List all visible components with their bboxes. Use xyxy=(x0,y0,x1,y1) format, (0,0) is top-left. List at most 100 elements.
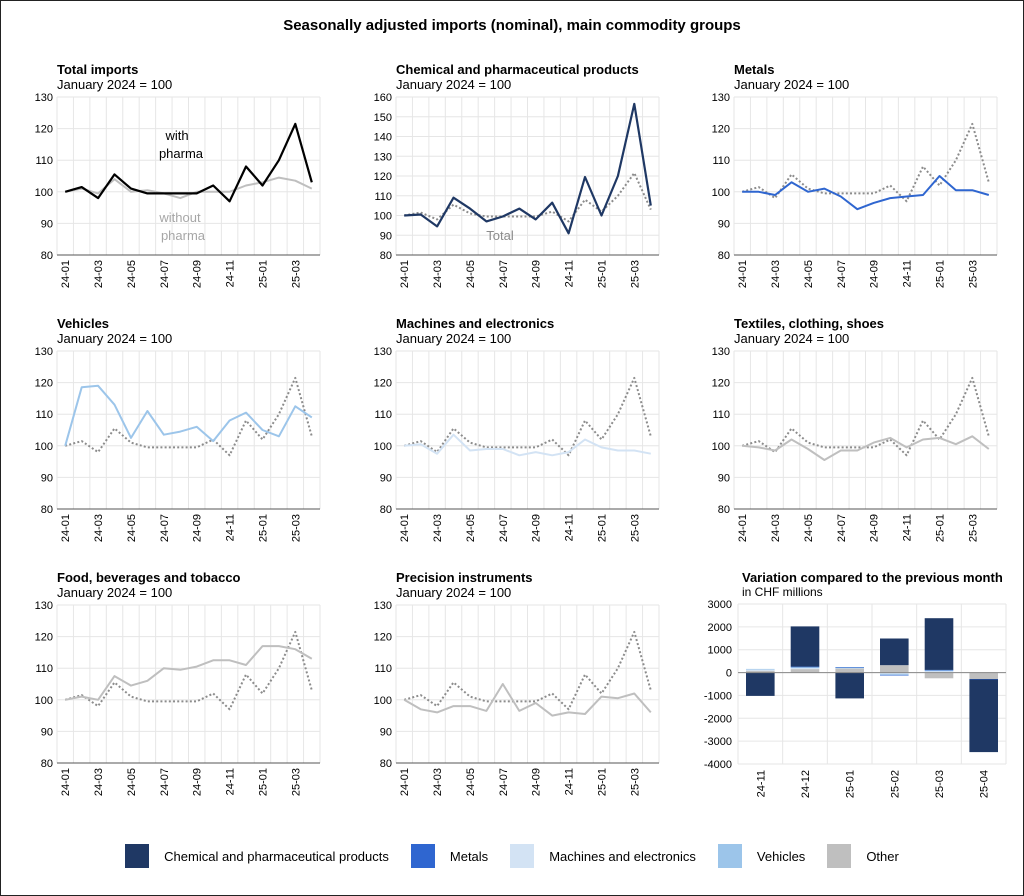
x-tick-label: 25-04 xyxy=(979,770,991,798)
x-tick-label: 24-05 xyxy=(465,514,477,542)
bar-segment-chemical-and-pharmaceutical-products xyxy=(969,679,998,753)
legend-label-machines: Machines and electronics xyxy=(549,848,696,864)
x-tick-label: 24-03 xyxy=(93,514,105,542)
bar-segment-chemical-and-pharmaceutical-products xyxy=(746,673,775,696)
bar-segment-vehicles xyxy=(746,668,775,670)
y-tick-label: 130 xyxy=(35,92,53,104)
x-tick-label: 24-03 xyxy=(432,514,444,542)
bar-segment-metals xyxy=(790,666,820,668)
legend-item-other: Other xyxy=(827,844,899,868)
y-tick-label: 120 xyxy=(374,632,392,644)
series-line-total xyxy=(64,630,313,711)
x-tick-label: 24-11 xyxy=(755,770,767,797)
y-tick-label: -4000 xyxy=(704,759,732,771)
x-tick-label: 25-01 xyxy=(257,514,269,542)
x-tick-label: 25-01 xyxy=(934,514,946,542)
bar-segment-chemical-and-pharmaceutical-products xyxy=(835,672,864,699)
y-tick-label: 80 xyxy=(718,250,730,262)
series-line-total xyxy=(403,630,652,711)
x-tick-label: 24-11 xyxy=(225,260,237,287)
bar-segment-machines-and-electronics xyxy=(835,668,864,669)
x-tick-label: 24-07 xyxy=(159,768,171,796)
bar-segment-vehicles xyxy=(924,670,954,672)
bar-segment-chemical-and-pharmaceutical-products xyxy=(924,618,954,670)
x-tick-label: 25-01 xyxy=(257,768,269,796)
series-line-total xyxy=(64,376,313,457)
series-line-vehicles xyxy=(64,384,313,447)
panel-subtitle-vehicles: January 2024 = 100 xyxy=(57,331,173,346)
y-tick-label: 90 xyxy=(41,726,53,738)
panel-subtitle-food: January 2024 = 100 xyxy=(57,585,173,600)
x-tick-label: 25-03 xyxy=(290,768,302,796)
y-tick-label: 130 xyxy=(712,92,730,104)
x-tick-label: 24-09 xyxy=(531,260,543,288)
x-tick-label: 24-11 xyxy=(902,260,914,287)
annotation-with-pharma-2: pharma xyxy=(159,146,204,161)
y-tick-label: 80 xyxy=(41,758,53,770)
panel-title-vehicles: Vehicles xyxy=(57,316,110,331)
x-tick-label: 24-01 xyxy=(737,514,749,542)
x-tick-label: 25-01 xyxy=(596,260,608,288)
y-tick-label: -2000 xyxy=(704,713,732,725)
y-tick-label: 140 xyxy=(374,132,392,144)
x-tick-label: 24-05 xyxy=(465,768,477,796)
x-tick-label: 25-03 xyxy=(629,260,641,288)
y-tick-label: 130 xyxy=(374,346,392,358)
legend-swatch-machines xyxy=(510,844,535,868)
panel-subtitle-total: January 2024 = 100 xyxy=(57,77,173,92)
chart-vehicles: 80 90 100 110 120 130 24-01 24-03 24-05 24-07 24-0… xyxy=(35,346,321,542)
y-tick-label: 0 xyxy=(726,668,732,680)
y-tick-label: 110 xyxy=(35,155,53,167)
panel-title-food: Food, beverages and tobacco xyxy=(57,570,241,585)
chart-food: 80 90 100 110 120 130 24-01 24-03 24-05 24-07 24-0… xyxy=(35,600,321,796)
x-tick-label: 24-11 xyxy=(225,768,237,795)
legend-label-metals: Metals xyxy=(449,848,489,864)
bar-segment-other xyxy=(880,665,909,673)
x-tick-label: 24-01 xyxy=(399,260,411,288)
x-tick-label: 24-11 xyxy=(564,768,576,795)
series-line-total xyxy=(741,376,990,457)
panel-title-machines: Machines and electronics xyxy=(396,316,555,331)
legend-item-chem: Chemical and pharmaceutical products xyxy=(125,844,389,868)
y-tick-label: 120 xyxy=(374,378,392,390)
y-tick-label: 90 xyxy=(718,218,730,230)
y-tick-label: 100 xyxy=(35,187,53,199)
y-tick-label: 120 xyxy=(712,378,730,390)
chart-precision: 80 90 100 110 120 130 24-01 24-03 24-05 24-07 24-0… xyxy=(374,600,660,796)
x-tick-label: 24-09 xyxy=(192,768,204,796)
bar-segment-metals xyxy=(835,667,864,668)
panel-subtitle-precision: January 2024 = 100 xyxy=(396,585,512,600)
y-tick-label: 80 xyxy=(380,504,392,516)
panel-subtitle-variation: in CHF millions xyxy=(742,585,823,599)
panel-title-metals: Metals xyxy=(734,62,775,77)
bar-segment-vehicles xyxy=(790,667,820,668)
x-tick-label: 24-01 xyxy=(60,260,72,288)
x-tick-label: 24-12 xyxy=(800,770,812,798)
panel-subtitle-metals: January 2024 = 100 xyxy=(734,77,850,92)
annotation-with-pharma: with xyxy=(164,128,188,143)
x-tick-label: 25-01 xyxy=(596,768,608,796)
x-tick-label: 24-09 xyxy=(531,768,543,796)
panel-title-total: Total imports xyxy=(57,62,139,77)
y-tick-label: 130 xyxy=(712,346,730,358)
series-line-precision-instruments xyxy=(403,683,652,717)
bar-segment-vehicles xyxy=(880,673,909,675)
legend-item-metals: Metals xyxy=(410,844,489,868)
y-tick-label: -3000 xyxy=(704,736,732,748)
panel-title-precision: Precision instruments xyxy=(396,570,533,585)
annotation-without-pharma-2: pharma xyxy=(161,228,206,243)
y-tick-label: 90 xyxy=(41,218,53,230)
x-tick-label: 24-07 xyxy=(498,768,510,796)
legend: Chemical and pharmaceutical products Met… xyxy=(0,840,1024,872)
bar-segment-other xyxy=(924,672,954,679)
x-tick-label: 24-03 xyxy=(432,768,444,796)
bar-segment-metals xyxy=(969,679,998,680)
legend-swatch-other xyxy=(827,844,852,868)
main-title: Seasonally adjusted imports (nominal), m… xyxy=(283,17,741,34)
y-tick-label: 110 xyxy=(374,191,392,203)
x-tick-label: 24-01 xyxy=(60,768,72,796)
legend-item-vehicles: Vehicles xyxy=(717,844,805,868)
x-tick-label: 24-01 xyxy=(399,768,411,796)
y-tick-label: 3000 xyxy=(708,599,732,611)
